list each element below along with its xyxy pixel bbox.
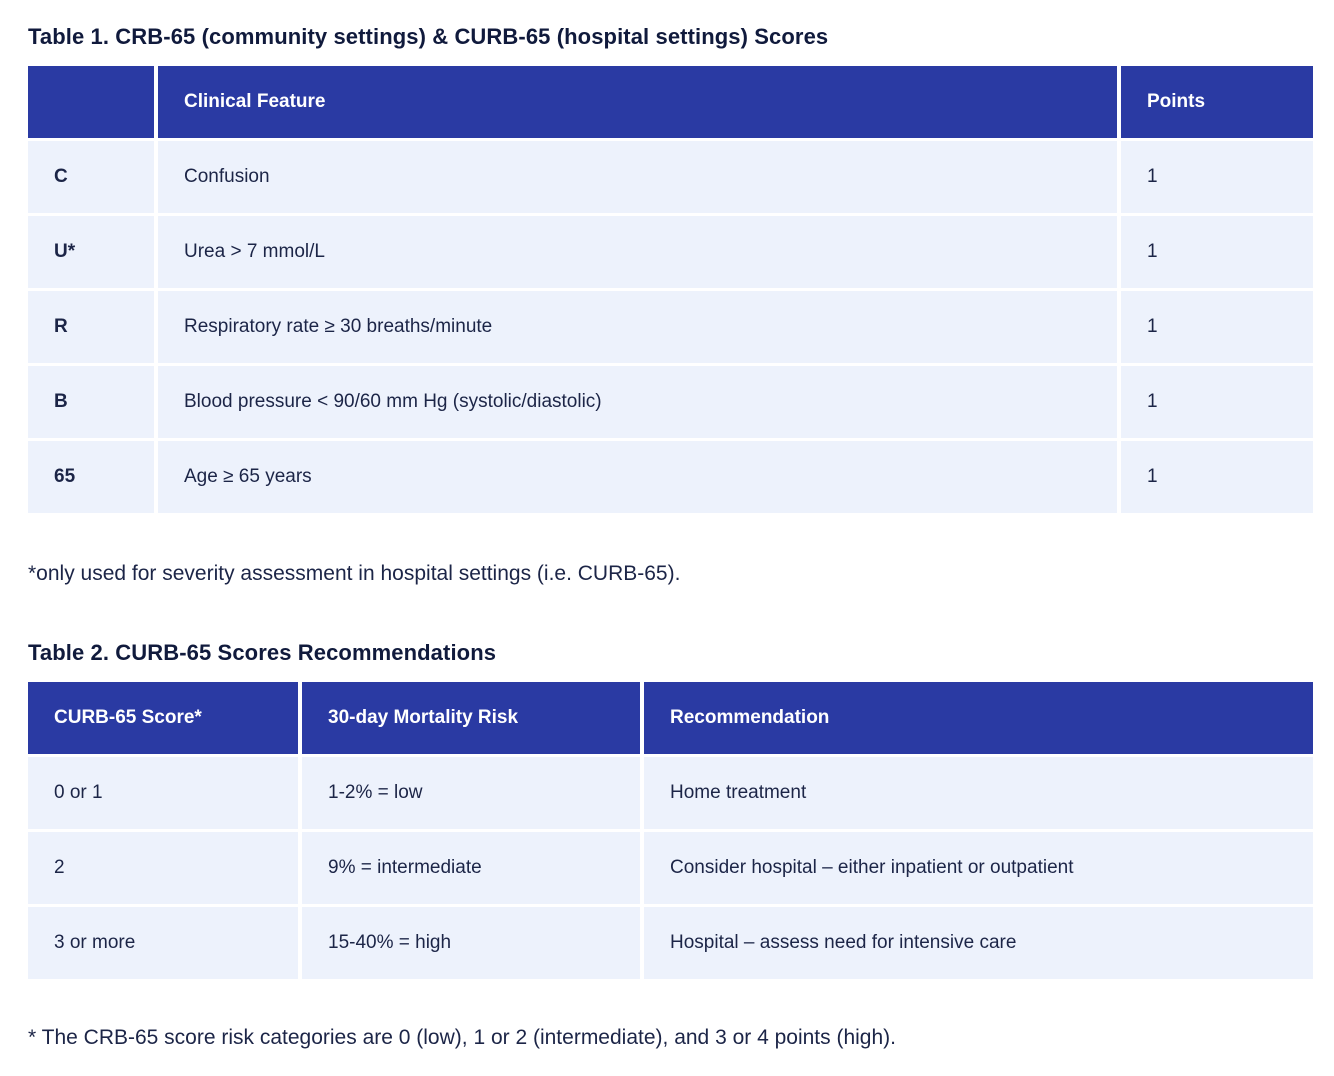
table1-row-key: R: [28, 291, 154, 363]
table2-row-recommendation: Consider hospital – either inpatient or …: [644, 832, 1313, 904]
table2-row-score: 3 or more: [28, 907, 298, 979]
table1-row-feature: Urea > 7 mmol/L: [158, 216, 1117, 288]
table2-header-recommendation: Recommendation: [644, 682, 1313, 754]
table1-row-key: C: [28, 141, 154, 213]
table1-row-key: B: [28, 366, 154, 438]
table1-row-key: U*: [28, 216, 154, 288]
table1-row-points: 1: [1121, 216, 1313, 288]
table2-header-mortality-risk: 30-day Mortality Risk: [302, 682, 640, 754]
table1-row-points: 1: [1121, 441, 1313, 513]
table2-row-recommendation: Hospital – assess need for intensive car…: [644, 907, 1313, 979]
table1-row-feature: Blood pressure < 90/60 mm Hg (systolic/d…: [158, 366, 1117, 438]
table1: Clinical Feature Points C Confusion 1 U*…: [28, 66, 1313, 513]
table2-title: Table 2. CURB-65 Scores Recommendations: [28, 640, 497, 665]
table1-header-clinical-feature: Clinical Feature: [158, 66, 1117, 138]
table2-row-risk: 15-40% = high: [302, 907, 640, 979]
table1-row-key: 65: [28, 441, 154, 513]
table1-row-points: 1: [1121, 291, 1313, 363]
table2-row-score: 0 or 1: [28, 757, 298, 829]
table2-row-recommendation: Home treatment: [644, 757, 1313, 829]
table2-header-score: CURB-65 Score*: [28, 682, 298, 754]
table1-row-feature: Respiratory rate ≥ 30 breaths/minute: [158, 291, 1117, 363]
table1-header-blank: [28, 66, 154, 138]
table1-row-feature: Age ≥ 65 years: [158, 441, 1117, 513]
table1-footnote: *only used for severity assessment in ho…: [28, 562, 681, 585]
table2-footnote: * The CRB-65 score risk categories are 0…: [28, 1026, 896, 1049]
table1-row-feature: Confusion: [158, 141, 1117, 213]
table1-header-points: Points: [1121, 66, 1313, 138]
table2-row-risk: 1-2% = low: [302, 757, 640, 829]
table1-row-points: 1: [1121, 366, 1313, 438]
table2-row-score: 2: [28, 832, 298, 904]
table1-title: Table 1. CRB-65 (community settings) & C…: [28, 24, 829, 49]
table2: CURB-65 Score* 30-day Mortality Risk Rec…: [28, 682, 1313, 979]
table2-row-risk: 9% = intermediate: [302, 832, 640, 904]
table1-row-points: 1: [1121, 141, 1313, 213]
